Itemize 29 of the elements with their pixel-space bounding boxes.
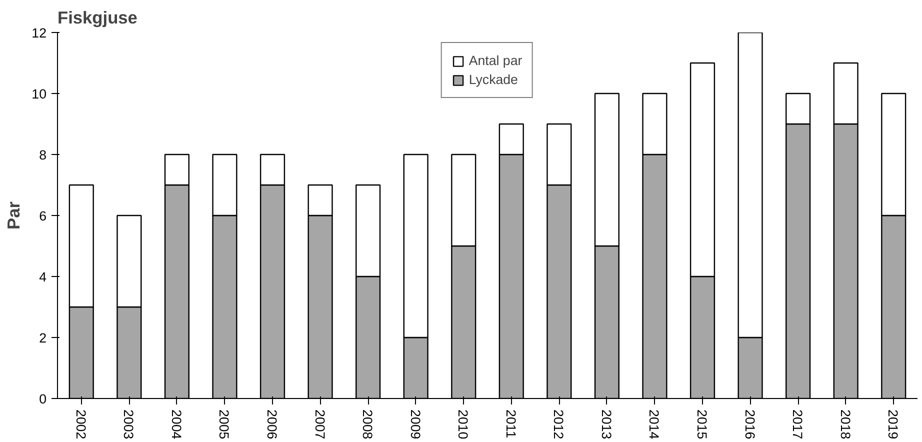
x-tick-label: 2015 [694, 410, 710, 440]
x-tick-label: 2014 [646, 410, 662, 440]
y-tick-label: 4 [39, 270, 48, 284]
x-tick-label: 2006 [264, 410, 280, 440]
x-tick-label: 2008 [360, 410, 376, 440]
x-tick-label: 2012 [551, 410, 566, 440]
x-tick-label: 2009 [408, 410, 423, 440]
legend-label: Lyckade [468, 72, 518, 87]
x-tick-label: 2013 [598, 410, 614, 440]
y-tick-label: 10 [32, 86, 47, 102]
chart-title: Fiskgjuse [58, 8, 138, 28]
x-tick-label: 2007 [312, 410, 328, 440]
y-tick-label: 6 [39, 208, 47, 224]
y-tick-label: 2 [39, 330, 47, 346]
x-tick-label: 2019 [886, 410, 901, 440]
x-tick-label: 2011 [503, 410, 518, 438]
legend-label: Antal par [468, 53, 522, 68]
x-tick-label: 2005 [216, 410, 232, 440]
x-tick-label: 2018 [838, 410, 853, 440]
x-tick-label: 2010 [456, 410, 471, 440]
x-tick-label: 2017 [790, 410, 806, 440]
y-tick-label: 0 [39, 392, 47, 406]
x-tick-label: 2003 [121, 410, 136, 440]
y-tick-label: 12 [32, 26, 47, 40]
y-axis-title: Par [4, 201, 24, 230]
x-tick-label: 2016 [742, 410, 758, 440]
x-tick-label: 2004 [168, 410, 184, 440]
y-tick-label: 8 [39, 148, 47, 162]
x-tick-label: 2002 [73, 410, 88, 440]
